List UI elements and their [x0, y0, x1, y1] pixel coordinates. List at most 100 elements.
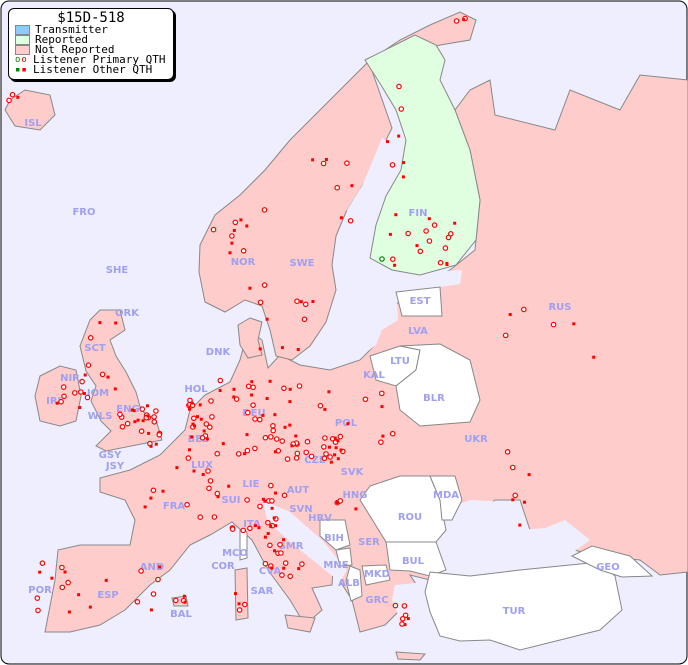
listener-primary-qth-marker[interactable] [399, 615, 406, 622]
listener-other-qth-marker[interactable] [63, 570, 67, 574]
listener-primary-qth-marker[interactable] [426, 238, 433, 244]
listener-other-qth-marker[interactable] [98, 321, 102, 325]
listener-other-qth-marker[interactable] [453, 221, 457, 225]
listener-primary-qth-marker[interactable] [256, 416, 263, 423]
listener-other-qth-marker[interactable] [328, 445, 331, 449]
listener-other-qth-marker[interactable] [228, 251, 232, 255]
listener-other-qth-marker[interactable] [294, 434, 298, 438]
listener-other-qth-marker[interactable] [136, 418, 140, 422]
listener-other-qth-marker[interactable] [381, 434, 385, 438]
listener-other-qth-marker[interactable] [403, 623, 407, 627]
listener-primary-qth-marker[interactable] [270, 427, 277, 434]
listener-other-qth-marker[interactable] [250, 380, 254, 384]
listener-other-qth-marker[interactable] [154, 442, 158, 446]
listener-other-qth-marker[interactable] [406, 617, 410, 621]
listener-other-qth-marker[interactable] [245, 433, 249, 437]
listener-primary-qth-marker[interactable] [78, 389, 84, 395]
listener-primary-qth-marker[interactable] [235, 451, 242, 457]
listener-other-qth-marker[interactable] [261, 497, 265, 501]
listener-other-qth-marker[interactable] [290, 444, 294, 448]
listener-other-qth-marker[interactable] [333, 453, 337, 457]
listener-primary-qth-marker[interactable] [85, 362, 92, 369]
listener-primary-qth-marker[interactable] [233, 396, 240, 402]
listener-primary-qth-marker[interactable] [229, 526, 236, 532]
listener-primary-qth-marker[interactable] [442, 245, 449, 251]
listener-other-qth-marker[interactable] [415, 244, 419, 248]
listener-other-qth-marker[interactable] [67, 610, 71, 614]
listener-primary-qth-marker[interactable] [229, 233, 235, 239]
listener-primary-qth-marker[interactable] [197, 514, 204, 521]
listener-primary-qth-marker[interactable] [504, 448, 511, 455]
listener-primary-qth-marker[interactable] [317, 402, 324, 409]
listener-primary-qth-marker[interactable] [362, 396, 369, 403]
listener-primary-qth-marker[interactable] [187, 397, 193, 404]
listener-primary-qth-marker[interactable] [512, 492, 519, 499]
listener-primary-qth-marker[interactable] [205, 468, 211, 474]
listener-other-qth-marker[interactable] [299, 300, 303, 304]
listener-primary-qth-marker[interactable] [398, 106, 405, 112]
listener-other-qth-marker[interactable] [133, 420, 137, 424]
listener-primary-qth-marker[interactable] [87, 334, 94, 341]
listener-other-qth-marker[interactable] [227, 484, 231, 488]
listener-other-qth-marker[interactable] [202, 429, 206, 433]
listener-primary-qth-marker[interactable] [301, 316, 308, 323]
listener-primary-qth-marker[interactable] [279, 572, 285, 578]
listener-other-qth-marker[interactable] [274, 491, 277, 495]
listener-other-qth-marker[interactable] [523, 500, 526, 504]
listener-other-qth-marker[interactable] [296, 348, 300, 351]
listener-primary-qth-marker[interactable] [282, 560, 289, 566]
listener-primary-qth-marker[interactable] [257, 299, 264, 306]
listener-other-qth-marker[interactable] [288, 423, 292, 427]
listener-other-qth-marker[interactable] [218, 389, 222, 392]
listener-primary-qth-marker[interactable] [299, 561, 305, 567]
listener-other-qth-marker[interactable] [147, 431, 151, 435]
listener-other-qth-marker[interactable] [146, 404, 149, 408]
listener-primary-qth-marker[interactable] [392, 602, 399, 609]
listener-other-qth-marker[interactable] [273, 450, 277, 454]
listener-primary-qth-marker[interactable] [502, 332, 509, 339]
listener-primary-qth-marker[interactable] [34, 595, 41, 601]
listener-other-qth-marker[interactable] [394, 213, 398, 217]
listener-other-qth-marker[interactable] [239, 218, 243, 222]
listener-other-qth-marker[interactable] [273, 413, 277, 417]
listener-other-qth-marker[interactable] [350, 184, 354, 188]
listener-primary-qth-marker[interactable] [257, 503, 263, 510]
listener-primary-qth-marker[interactable] [244, 447, 251, 454]
listener-primary-qth-marker[interactable] [124, 420, 131, 427]
listener-other-qth-marker[interactable] [261, 413, 265, 417]
listener-primary-qth-marker[interactable] [139, 406, 146, 412]
listener-primary-qth-marker[interactable] [155, 576, 161, 583]
listener-other-qth-marker[interactable] [282, 566, 286, 570]
listener-primary-qth-marker[interactable] [396, 83, 402, 90]
listener-other-qth-marker[interactable] [182, 594, 186, 598]
listener-other-qth-marker[interactable] [346, 422, 350, 426]
listener-primary-qth-marker[interactable] [344, 160, 350, 167]
listener-other-qth-marker[interactable] [253, 524, 257, 528]
listener-other-qth-marker[interactable] [397, 134, 401, 138]
listener-primary-qth-marker[interactable] [61, 393, 67, 400]
listener-primary-qth-marker[interactable] [270, 422, 276, 429]
listener-primary-qth-marker[interactable] [210, 226, 217, 233]
listener-primary-qth-marker[interactable] [447, 231, 454, 237]
listener-other-qth-marker[interactable] [196, 415, 199, 419]
listener-primary-qth-marker[interactable] [214, 450, 221, 457]
listener-other-qth-marker[interactable] [188, 448, 191, 452]
listener-other-qth-marker[interactable] [265, 317, 269, 321]
listener-primary-qth-marker[interactable] [261, 282, 268, 288]
listener-primary-qth-marker[interactable] [302, 301, 309, 308]
listener-primary-qth-marker[interactable] [59, 564, 65, 571]
listener-primary-qth-marker[interactable] [278, 550, 284, 556]
listener-other-qth-marker[interactable] [427, 217, 431, 221]
listener-primary-qth-marker[interactable] [320, 444, 327, 450]
listener-primary-qth-marker[interactable] [250, 402, 256, 409]
listener-primary-qth-marker[interactable] [509, 464, 516, 471]
listener-primary-qth-marker[interactable] [417, 248, 424, 255]
listener-primary-qth-marker[interactable] [261, 207, 268, 213]
listener-primary-qth-marker[interactable] [550, 321, 557, 328]
listener-other-qth-marker[interactable] [149, 608, 153, 612]
listener-primary-qth-marker[interactable] [84, 394, 91, 401]
listener-primary-qth-marker[interactable] [245, 409, 251, 416]
listener-other-qth-marker[interactable] [380, 405, 384, 409]
listener-other-qth-marker[interactable] [269, 524, 273, 528]
listener-primary-qth-marker[interactable] [267, 482, 274, 489]
